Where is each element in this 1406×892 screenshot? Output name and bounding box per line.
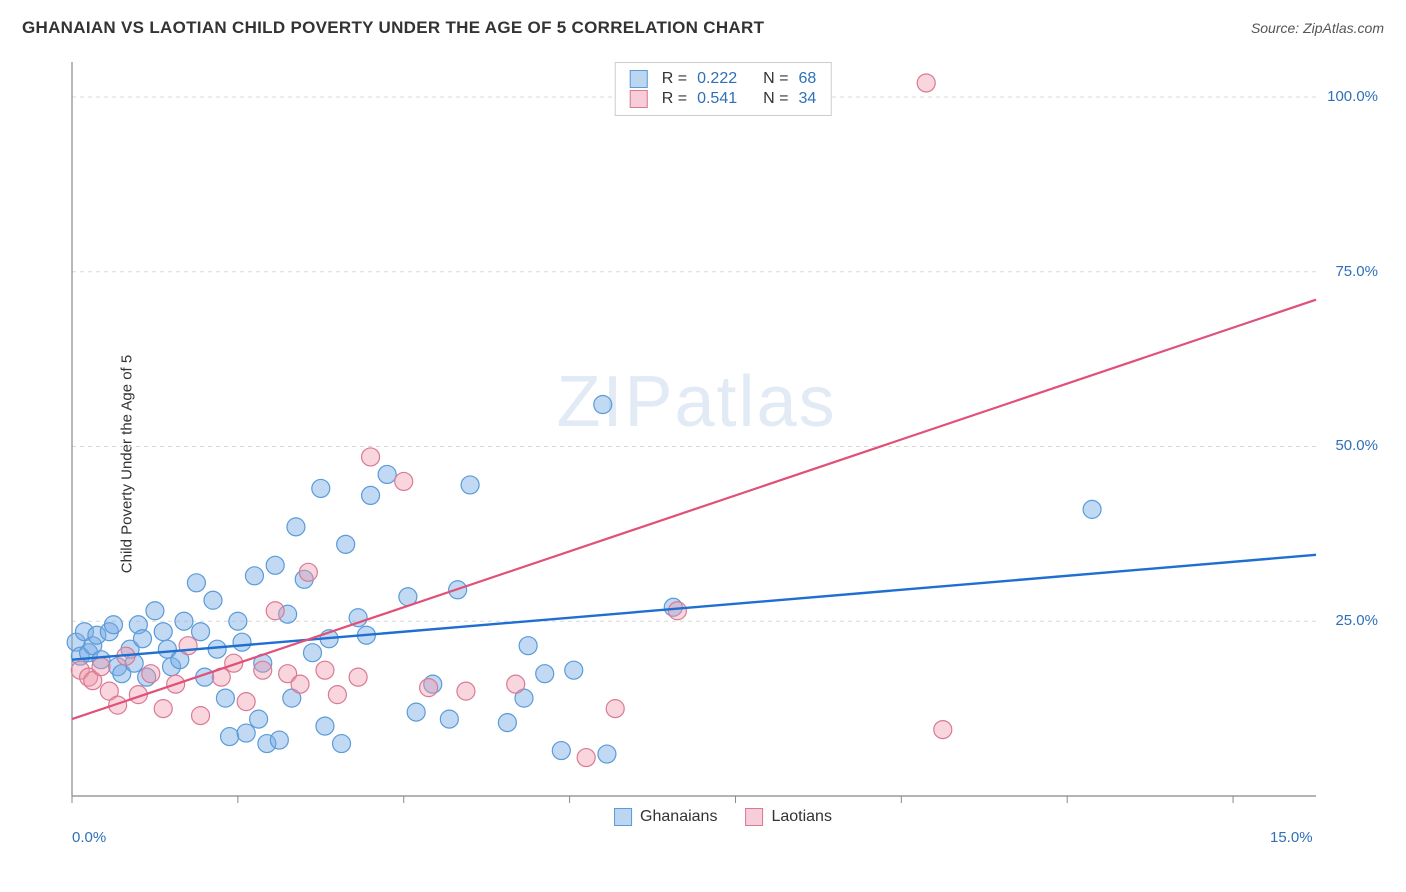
legend-swatch — [745, 808, 763, 826]
legend-series-item: Laotians — [745, 808, 832, 826]
legend-series-label: Laotians — [771, 808, 832, 826]
source-name: ZipAtlas.com — [1303, 20, 1384, 36]
legend-series-item: Ghanaians — [614, 808, 717, 826]
plot-area: ZIPatlas R = 0.222 N = 68 R = 0.541 N = … — [62, 54, 1384, 844]
legend-swatch — [614, 808, 632, 826]
legend-r-value: 0.222 — [697, 70, 737, 88]
y-tick-label: 50.0% — [1335, 437, 1378, 454]
legend-r-value: 0.541 — [697, 90, 737, 108]
x-tick-label: 15.0% — [1270, 829, 1313, 846]
chart-title: GHANAIAN VS LAOTIAN CHILD POVERTY UNDER … — [22, 18, 764, 38]
chart-container: Child Poverty Under the Age of 5 ZIPatla… — [20, 54, 1384, 874]
legend-swatch — [630, 90, 648, 108]
x-tick-label: 0.0% — [72, 829, 106, 846]
y-tick-label: 75.0% — [1335, 263, 1378, 280]
legend-swatch — [630, 70, 648, 88]
legend-r-label: R = — [662, 70, 687, 88]
legend-series: Ghanaians Laotians — [614, 808, 832, 826]
legend-n-label: N = — [763, 90, 788, 108]
legend-r-label: R = — [662, 90, 687, 108]
chart-svg — [62, 54, 1384, 844]
legend-n-label: N = — [763, 70, 788, 88]
legend-series-label: Ghanaians — [640, 808, 717, 826]
legend-stats-row: R = 0.541 N = 34 — [630, 89, 817, 109]
y-tick-label: 100.0% — [1327, 88, 1378, 105]
legend-n-value: 68 — [798, 70, 816, 88]
source-prefix: Source: — [1251, 20, 1303, 36]
source-label: Source: ZipAtlas.com — [1251, 20, 1384, 36]
legend-stats-row: R = 0.222 N = 68 — [630, 69, 817, 89]
legend-stats: R = 0.222 N = 68 R = 0.541 N = 34 — [615, 62, 832, 116]
legend-n-value: 34 — [798, 90, 816, 108]
y-tick-label: 25.0% — [1335, 612, 1378, 629]
